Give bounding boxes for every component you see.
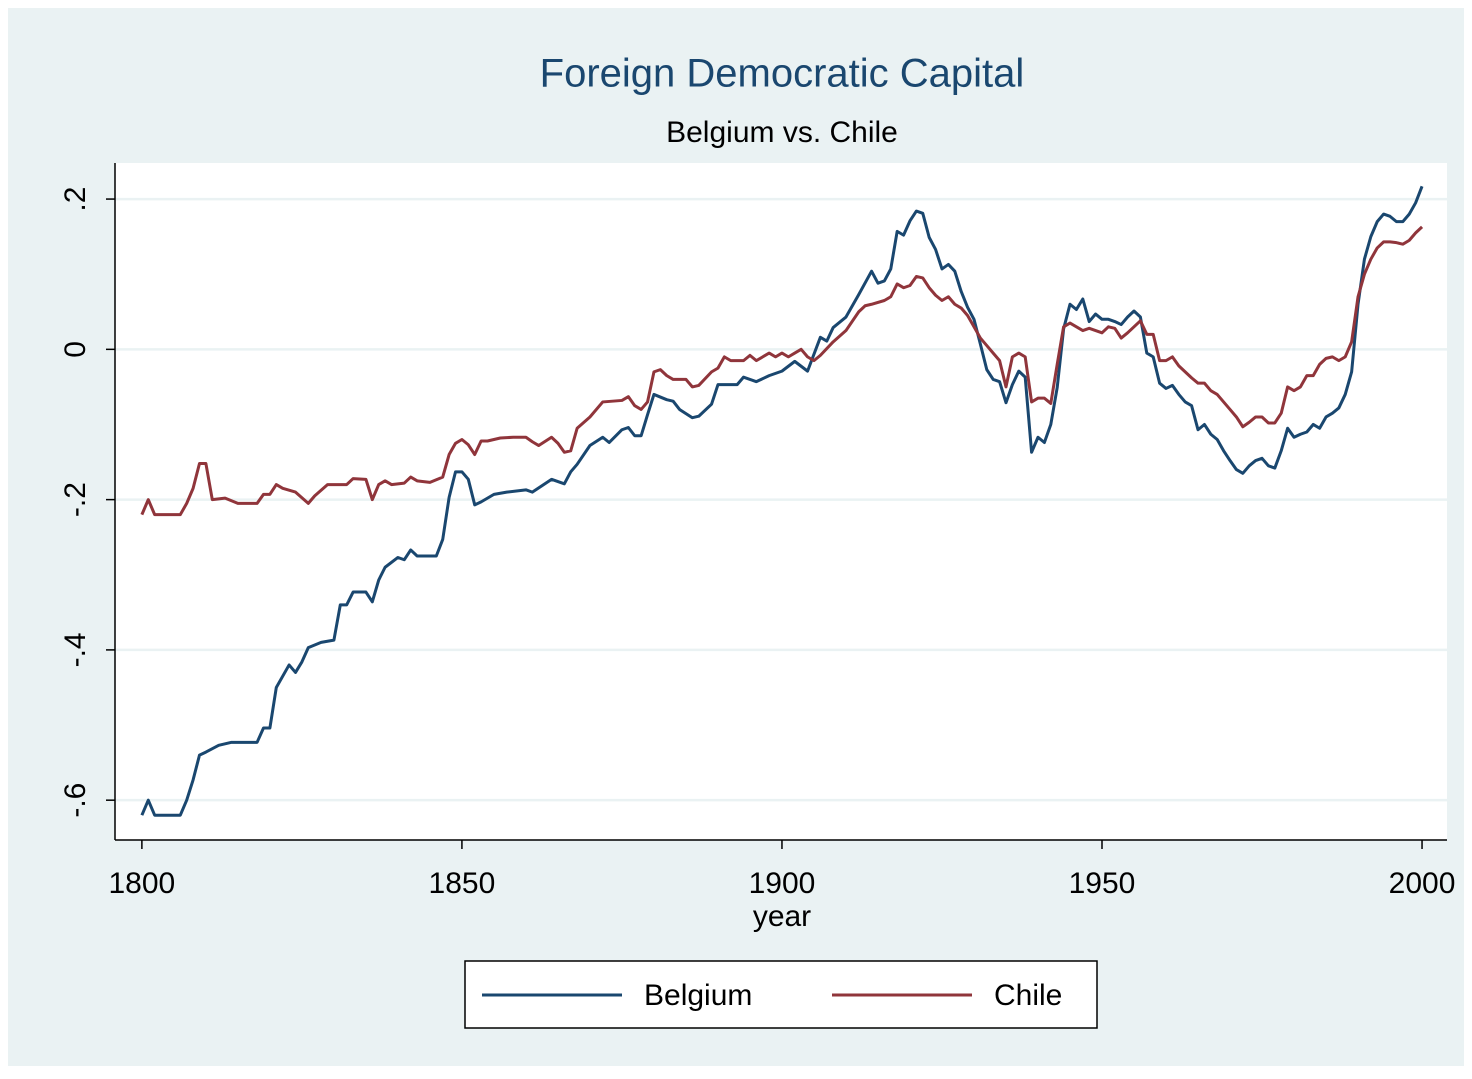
data-line [140, 225, 1424, 517]
y-tick-label: -.6 [59, 783, 92, 818]
y-tick-label: -.2 [59, 482, 92, 517]
plot-area [115, 163, 1447, 840]
y-tick-label: -.4 [59, 632, 92, 667]
data-line [140, 185, 1424, 817]
x-axis-label: year [753, 900, 811, 933]
chart-title: Foreign Democratic Capital [540, 52, 1025, 96]
x-tick-label: 1950 [1069, 867, 1136, 900]
x-tick-label: 1850 [429, 867, 496, 900]
x-tick-label: 1800 [109, 867, 176, 900]
y-tick-label: .2 [59, 187, 92, 212]
chart-subtitle: Belgium vs. Chile [666, 116, 898, 149]
legend-label: Chile [994, 979, 1062, 1012]
y-tick-label: 0 [59, 341, 92, 358]
legend-label: Belgium [644, 979, 752, 1012]
x-tick-label: 1900 [749, 867, 816, 900]
x-tick-label: 2000 [1389, 867, 1456, 900]
